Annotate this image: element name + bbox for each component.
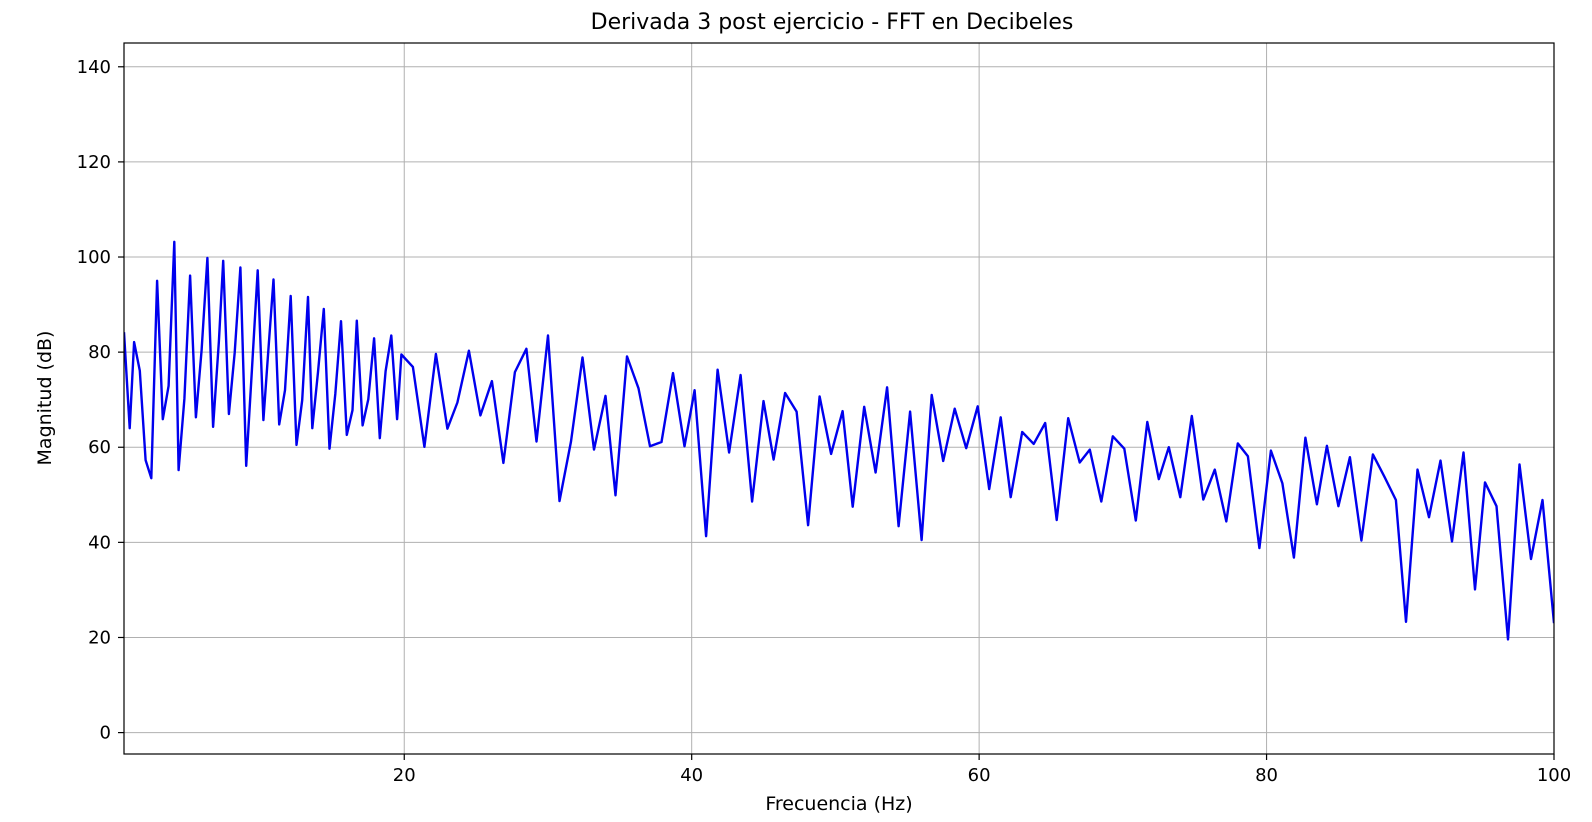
- plot-area-frame: [123, 42, 1555, 755]
- x-tick-label: 40: [680, 765, 703, 786]
- y-tick-label: 0: [100, 723, 111, 744]
- y-tick-label: 20: [88, 627, 111, 648]
- series-layer: [124, 240, 1554, 641]
- y-tick-label: 40: [88, 532, 111, 553]
- x-axis: 20 40 60 80 100: [393, 754, 1571, 786]
- chart-title: Derivada 3 post ejercicio - FFT en Decib…: [591, 10, 1074, 35]
- x-tick-label: 20: [393, 765, 416, 786]
- y-axis-label: Magnitud (dB): [34, 331, 56, 466]
- y-tick-label: 80: [88, 342, 111, 363]
- y-tick-label: 120: [77, 152, 111, 173]
- y-tick-label: 100: [77, 247, 111, 268]
- y-tick-label: 140: [77, 57, 111, 78]
- x-tick-label: 100: [1537, 765, 1571, 786]
- y-axis: 0 20 40 60 80 100 120 140: [77, 57, 124, 744]
- grid: [124, 43, 1555, 754]
- x-tick-label: 60: [968, 765, 991, 786]
- y-tick-label: 60: [88, 437, 111, 458]
- x-axis-label: Frecuencia (Hz): [765, 793, 912, 815]
- series-line-0: [124, 240, 1554, 641]
- x-tick-label: 80: [1255, 765, 1278, 786]
